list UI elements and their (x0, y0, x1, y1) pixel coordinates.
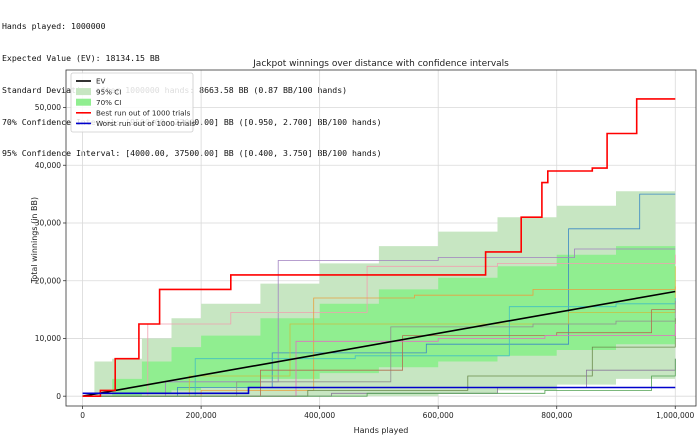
x-tick-label: 600,000 (423, 411, 454, 420)
legend-label: Worst run out of 1000 trials (96, 119, 195, 128)
chart-title: Jackpot winnings over distance with conf… (252, 59, 509, 69)
trial-run-line (82, 248, 676, 397)
legend-box (70, 72, 194, 133)
x-tick-label: 1,000,000 (656, 411, 694, 420)
legend-label: Best run out of 1000 trials (96, 109, 191, 118)
x-tick-label: 0 (80, 411, 85, 420)
legend-label: EV (96, 77, 106, 86)
stats-line: 95% Confidence Interval: [4000.00, 37500… (2, 148, 382, 159)
trial-run-line (82, 358, 676, 397)
y-tick-label: 10,000 (35, 334, 61, 343)
trial-run-line (82, 309, 676, 397)
plot-area: 0 200,000 400,000 600,000 800,000 1,000,000 0 1… (35, 69, 697, 420)
legend-label: 95% CI (96, 87, 121, 96)
stats-summary: Hands played: 1000000 Expected Value (EV… (2, 0, 382, 170)
y-tick-label: 20,000 (35, 276, 61, 285)
trial-run-line (82, 324, 676, 397)
trial-run-line (82, 193, 676, 397)
x-axis-label: Hands played (354, 426, 409, 435)
y-axis-label: Total winnings (in BB) (30, 197, 39, 284)
stats-line: Expected Value (EV): 18134.15 BB (2, 52, 160, 63)
worst-run-line (82, 386, 676, 395)
trial-run-line (82, 318, 676, 397)
y-tick-label: 0 (56, 392, 61, 401)
x-tick-label: 400,000 (304, 411, 335, 420)
ev-line (82, 290, 676, 397)
trial-run-line (82, 286, 676, 397)
x-tick-label: 200,000 (186, 411, 217, 420)
y-tick-label: 30,000 (35, 219, 61, 228)
y-tick-label: 50,000 (35, 103, 61, 112)
trial-run-line (82, 298, 676, 397)
x-tick-label: 800,000 (541, 411, 572, 420)
legend-label: 70% CI (96, 98, 121, 107)
legend-swatch (76, 98, 91, 106)
trial-run-line (82, 300, 676, 397)
ci70-band (82, 240, 676, 397)
trial-run-line (82, 266, 676, 397)
legend-swatch (76, 88, 91, 96)
y-tick-label: 40,000 (35, 161, 61, 170)
plot-frame (65, 69, 697, 407)
best-run-line (82, 98, 676, 398)
stats-line: Hands played: 1000000 (2, 21, 106, 32)
trial-run-line (82, 254, 676, 397)
